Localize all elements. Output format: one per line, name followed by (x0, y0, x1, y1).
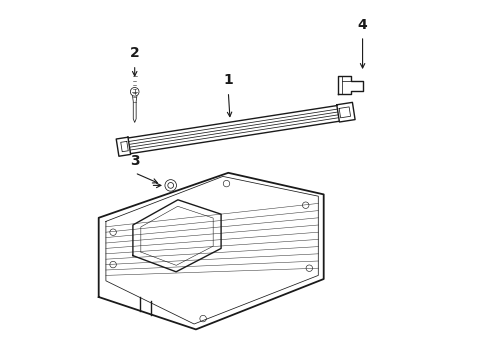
Text: 4: 4 (357, 18, 366, 32)
Text: 1: 1 (223, 73, 233, 87)
Text: 2: 2 (129, 46, 139, 60)
Text: 3: 3 (130, 154, 139, 168)
